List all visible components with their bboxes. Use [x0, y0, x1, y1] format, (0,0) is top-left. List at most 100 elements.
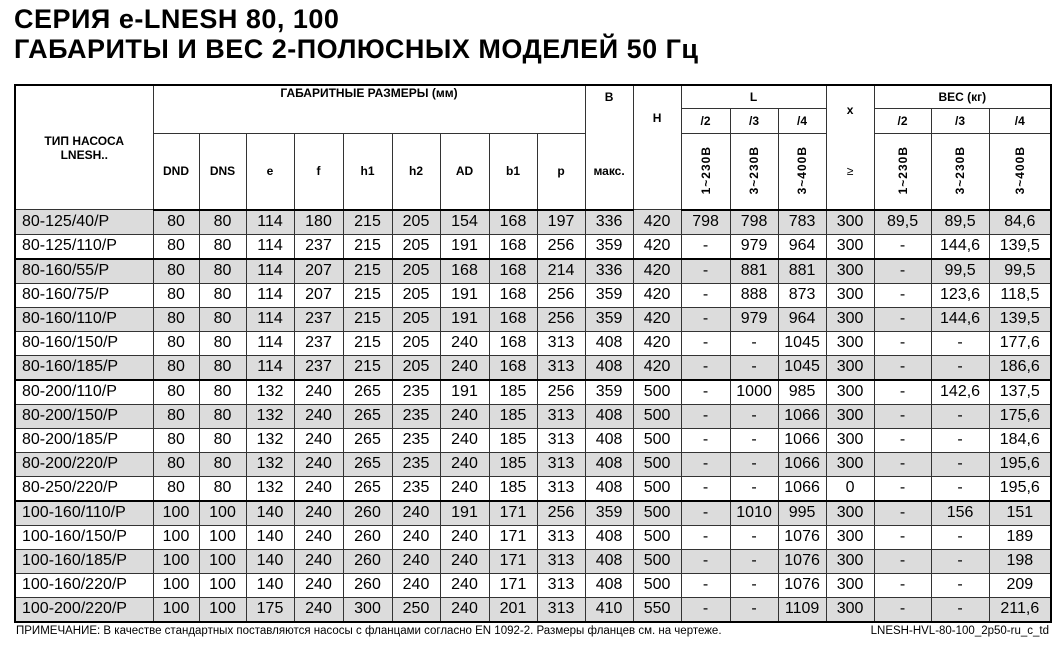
- value-cell: 184,6: [988, 427, 1052, 453]
- value-cell: 240: [391, 572, 441, 598]
- voltage-label: 1~230В: [895, 145, 910, 194]
- table-row: 80-160/55/P 80 80 114 207 215 205 168 168 214 336 4…: [14, 257, 1052, 284]
- value-cell: 240: [391, 499, 441, 526]
- value-cell: 205: [391, 209, 441, 235]
- value-cell: 313: [536, 548, 586, 574]
- value-cell: -: [729, 596, 779, 622]
- value-cell: -: [729, 524, 779, 550]
- header-dimensions-group: ГАБАРИТНЫЕ РАЗМЕРЫ (мм): [152, 84, 586, 109]
- value-cell: 185: [488, 475, 538, 501]
- value-cell: 80: [152, 330, 200, 356]
- value-cell: -: [930, 403, 990, 429]
- value-cell: 205: [391, 233, 441, 259]
- value-cell: 240: [439, 427, 490, 453]
- value-cell: 235: [391, 378, 441, 405]
- value-cell: 171: [488, 548, 538, 574]
- value-cell: 408: [584, 403, 634, 429]
- header-w-col-3: /3: [930, 108, 990, 134]
- value-cell: 500: [632, 475, 682, 501]
- value-cell: 300: [825, 451, 875, 477]
- value-cell: -: [680, 257, 731, 284]
- value-cell: 873: [777, 282, 827, 308]
- value-cell: 80: [198, 233, 247, 259]
- value-cell: 215: [342, 306, 393, 332]
- value-cell: 0: [825, 475, 875, 501]
- header-l-voltage-2: 1~230В: [680, 133, 731, 211]
- value-cell: 240: [293, 524, 344, 550]
- value-cell: 265: [342, 475, 393, 501]
- value-cell: 300: [825, 330, 875, 356]
- value-cell: 300: [825, 572, 875, 598]
- value-cell: 240: [439, 403, 490, 429]
- header-l-col-3: /3: [729, 108, 779, 134]
- table-row: 80-160/150/P 80 80 114 237 215 205 240 168 313 408…: [14, 330, 1052, 356]
- value-cell: 209: [988, 572, 1052, 598]
- header-w-voltage-2: 1~230В: [873, 133, 932, 211]
- value-cell: 408: [584, 548, 634, 574]
- value-cell: 100: [198, 572, 247, 598]
- value-cell: 168: [488, 257, 538, 284]
- value-cell: 139,5: [988, 233, 1052, 259]
- value-cell: 132: [245, 475, 295, 501]
- value-cell: -: [680, 572, 731, 598]
- value-cell: 313: [536, 596, 586, 622]
- value-cell: 195,6: [988, 451, 1052, 477]
- value-cell: 89,5: [930, 209, 990, 235]
- value-cell: 240: [391, 548, 441, 574]
- value-cell: 300: [825, 524, 875, 550]
- value-cell: -: [873, 282, 932, 308]
- value-cell: 132: [245, 378, 295, 405]
- value-cell: 783: [777, 209, 827, 235]
- value-cell: 265: [342, 427, 393, 453]
- value-cell: 300: [825, 282, 875, 308]
- value-cell: 408: [584, 572, 634, 598]
- value-cell: -: [680, 427, 731, 453]
- value-cell: -: [930, 427, 990, 453]
- value-cell: -: [930, 475, 990, 501]
- value-cell: 140: [245, 572, 295, 598]
- value-cell: 240: [293, 572, 344, 598]
- value-cell: 189: [988, 524, 1052, 550]
- value-cell: 80: [152, 282, 200, 308]
- header-l-group: L: [680, 84, 827, 109]
- voltage-label: 3~400В: [1012, 145, 1027, 194]
- value-cell: 300: [825, 378, 875, 405]
- value-cell: 80: [152, 378, 200, 405]
- value-cell: 235: [391, 427, 441, 453]
- value-cell: -: [873, 596, 932, 622]
- pump-type-cell: 100-160/185/P: [14, 548, 154, 574]
- table-row: 100-200/220/P 100 100 175 240 300 250 240 201 313…: [14, 596, 1052, 622]
- header-b: B: [584, 84, 634, 109]
- value-cell: 168: [488, 306, 538, 332]
- header-dim-dns: DNS: [198, 133, 247, 211]
- value-cell: 139,5: [988, 306, 1052, 332]
- value-cell: 420: [632, 282, 682, 308]
- header-l-col-2: /2: [680, 108, 731, 134]
- table-row: 80-200/110/P 80 80 132 240 265 235 191 185 256 359…: [14, 378, 1052, 405]
- value-cell: -: [680, 403, 731, 429]
- header-dim-h1: h1: [342, 133, 393, 211]
- value-cell: 114: [245, 306, 295, 332]
- value-cell: 408: [584, 524, 634, 550]
- dimensions-weight-table: ТИП НАСОСА LNESH.. ГАБАРИТНЫЕ РАЗМЕРЫ (м…: [14, 84, 1053, 623]
- value-cell: -: [873, 572, 932, 598]
- value-cell: 798: [680, 209, 731, 235]
- table-row: 80-200/150/P 80 80 132 240 265 235 240 185 313 408…: [14, 403, 1052, 429]
- table-row: 100-160/185/P 100 100 140 240 260 240 240 171 313…: [14, 548, 1052, 574]
- value-cell: 881: [777, 257, 827, 284]
- table-row: 80-160/75/P 80 80 114 207 215 205 191 168 256 359 4…: [14, 282, 1052, 308]
- voltage-label: 3~400В: [795, 145, 810, 194]
- value-cell: 100: [198, 524, 247, 550]
- header-h: H: [632, 84, 682, 210]
- value-cell: 313: [536, 354, 586, 380]
- value-cell: -: [930, 451, 990, 477]
- value-cell: 207: [293, 257, 344, 284]
- value-cell: 142,6: [930, 378, 990, 405]
- header-b-sub: макс.: [584, 133, 634, 211]
- value-cell: 168: [488, 233, 538, 259]
- value-cell: 80: [198, 354, 247, 380]
- value-cell: 256: [536, 233, 586, 259]
- value-cell: -: [680, 451, 731, 477]
- header-dim-ad: AD: [439, 133, 490, 211]
- value-cell: 154: [439, 209, 490, 235]
